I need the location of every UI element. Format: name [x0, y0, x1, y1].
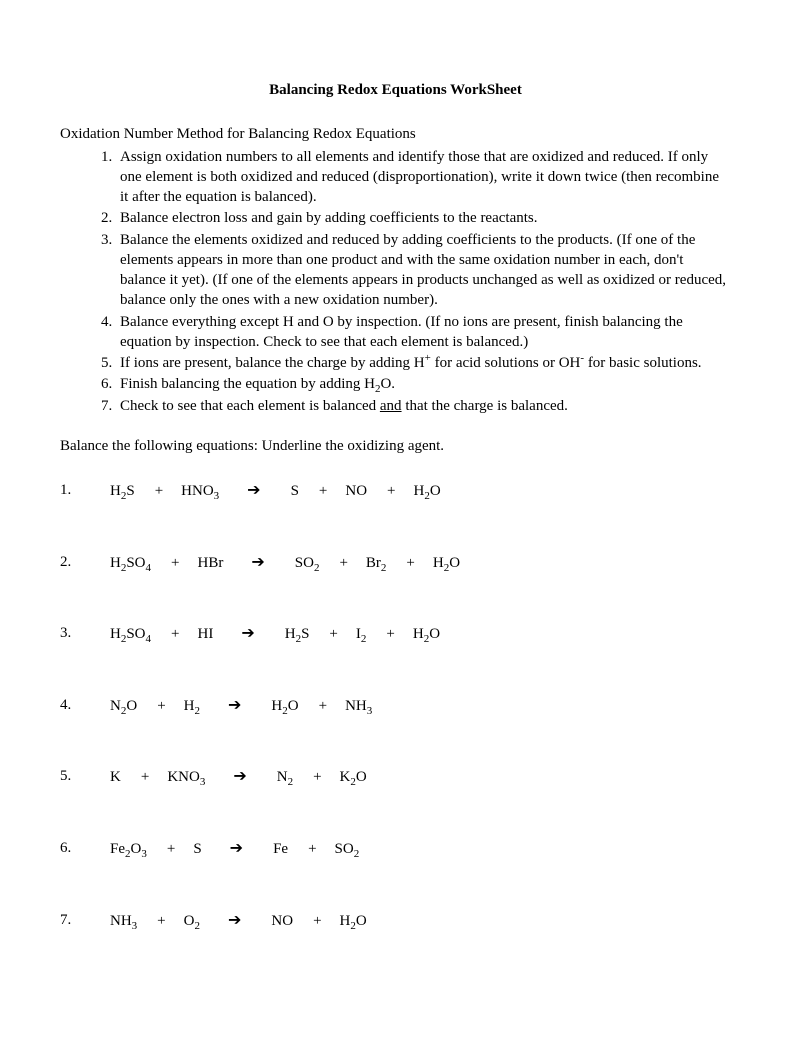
step-item-1: Assign oxidation numbers to all elements… — [116, 147, 731, 208]
plus-symbol: + — [313, 767, 321, 787]
plus-symbol: + — [339, 553, 347, 573]
product: H2O — [433, 553, 460, 573]
product: I2 — [356, 624, 367, 644]
reactant: H2SO4 — [110, 624, 151, 644]
product: Fe — [273, 839, 288, 859]
plus-symbol: + — [319, 481, 327, 501]
arrow-icon: ➔ — [228, 910, 241, 932]
reactant: HNO3 — [181, 481, 219, 501]
problem-number: 5. — [60, 766, 110, 788]
problem-5: 5.K + KNO3 ➔ N2 + K2O — [60, 766, 731, 788]
plus-symbol: + — [157, 696, 165, 716]
plus-symbol: + — [387, 481, 395, 501]
reactant: HBr — [198, 553, 224, 573]
product: SO2 — [335, 839, 360, 859]
plus-symbol: + — [171, 553, 179, 573]
page-title: Balancing Redox Equations WorkSheet — [60, 80, 731, 100]
reactant: H2 — [184, 696, 200, 716]
equation: H2S + HNO3 ➔ S + NO + H2O — [110, 480, 449, 502]
problem-number: 2. — [60, 552, 110, 574]
reactant: H2SO4 — [110, 553, 151, 573]
reactant: Fe2O3 — [110, 839, 147, 859]
product: K2O — [340, 767, 367, 787]
problem-3: 3.H2SO4 + HI ➔ H2S + I2 + H2O — [60, 623, 731, 645]
equation: NH3 + O2 ➔ NO + H2O — [110, 910, 375, 932]
reactant: K — [110, 767, 121, 787]
plus-symbol: + — [171, 624, 179, 644]
step-item-4: Balance everything except H and O by ins… — [116, 312, 731, 353]
reactant: HI — [198, 624, 214, 644]
problem-7: 7.NH3 + O2 ➔ NO + H2O — [60, 910, 731, 932]
problem-6: 6.Fe2O3 + S ➔ Fe + SO2 — [60, 838, 731, 860]
product: S — [291, 481, 299, 501]
product: H2O — [271, 696, 298, 716]
product: Br2 — [366, 553, 387, 573]
arrow-icon: ➔ — [230, 838, 243, 860]
problem-number: 4. — [60, 695, 110, 717]
reactant: O2 — [184, 911, 200, 931]
reactant: NH3 — [110, 911, 137, 931]
plus-symbol: + — [157, 911, 165, 931]
problem-2: 2.H2SO4 + HBr ➔ SO2 + Br2 + H2O — [60, 552, 731, 574]
product: NO — [271, 911, 293, 931]
product: N2 — [277, 767, 293, 787]
equation: H2SO4 + HBr ➔ SO2 + Br2 + H2O — [110, 552, 468, 574]
plus-symbol: + — [406, 553, 414, 573]
problem-4: 4.N2O + H2 ➔ H2O + NH3 — [60, 695, 731, 717]
equation: K + KNO3 ➔ N2 + K2O — [110, 766, 375, 788]
plus-symbol: + — [313, 911, 321, 931]
plus-symbol: + — [319, 696, 327, 716]
step-item-2: Balance electron loss and gain by adding… — [116, 208, 731, 228]
reactant: S — [193, 839, 201, 859]
product: H2O — [413, 624, 440, 644]
arrow-icon: ➔ — [251, 552, 264, 574]
plus-symbol: + — [155, 481, 163, 501]
equation: N2O + H2 ➔ H2O + NH3 — [110, 695, 380, 717]
product: NO — [345, 481, 367, 501]
plus-symbol: + — [308, 839, 316, 859]
problem-number: 7. — [60, 910, 110, 932]
equation: H2SO4 + HI ➔ H2S + I2 + H2O — [110, 623, 448, 645]
reactant: KNO3 — [167, 767, 205, 787]
equation: Fe2O3 + S ➔ Fe + SO2 — [110, 838, 367, 860]
product: SO2 — [295, 553, 320, 573]
problems-container: 1.H2S+HNO3➔S+NO+H2O2.H2SO4+HBr➔SO2+Br2+H… — [60, 480, 731, 931]
intro-text: Oxidation Number Method for Balancing Re… — [60, 124, 731, 144]
arrow-icon: ➔ — [228, 695, 241, 717]
arrow-icon: ➔ — [241, 623, 254, 645]
product: NH3 — [345, 696, 372, 716]
plus-symbol: + — [141, 767, 149, 787]
plus-symbol: + — [386, 624, 394, 644]
product: H2O — [340, 911, 367, 931]
arrow-icon: ➔ — [247, 480, 260, 502]
reactant: N2O — [110, 696, 137, 716]
problem-1: 1.H2S + HNO3 ➔ S + NO + H2O — [60, 480, 731, 502]
plus-symbol: + — [329, 624, 337, 644]
step-item-3: Balance the elements oxidized and reduce… — [116, 230, 731, 311]
step-item-7: Check to see that each element is balanc… — [116, 396, 731, 416]
product: H2O — [414, 481, 441, 501]
plus-symbol: + — [167, 839, 175, 859]
product: H2S — [285, 624, 310, 644]
balance-instructions: Balance the following equations: Underli… — [60, 436, 731, 456]
problem-number: 1. — [60, 480, 110, 502]
reactant: H2S — [110, 481, 135, 501]
steps-list: Assign oxidation numbers to all elements… — [60, 147, 731, 416]
step-item-5: If ions are present, balance the charge … — [116, 353, 731, 373]
arrow-icon: ➔ — [233, 766, 246, 788]
problem-number: 6. — [60, 838, 110, 860]
step-item-6: Finish balancing the equation by adding … — [116, 374, 731, 394]
problem-number: 3. — [60, 623, 110, 645]
